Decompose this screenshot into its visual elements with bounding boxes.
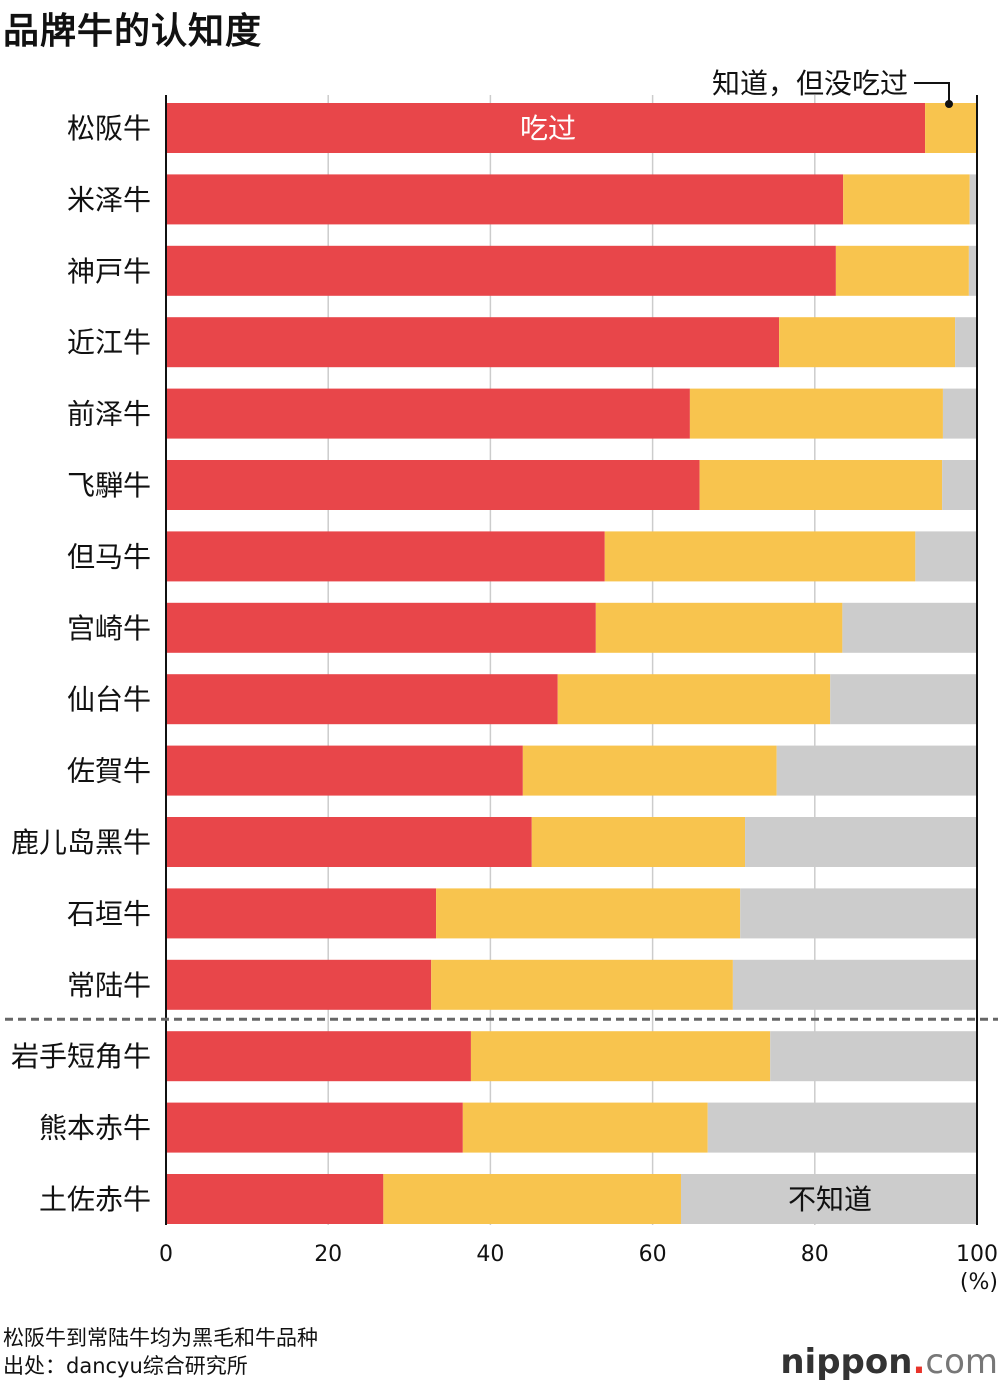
bar-segment-known xyxy=(843,174,970,225)
bar-segment-eaten xyxy=(166,317,780,368)
source-note: 出处：dancyu综合研究所 xyxy=(3,1354,248,1378)
bar-segment-eaten xyxy=(166,674,558,725)
bar-segment-known xyxy=(522,745,777,796)
bar-segment-unknown xyxy=(969,174,977,225)
category-label: 佐賀牛 xyxy=(67,755,151,788)
bar-segment-unknown xyxy=(707,1102,977,1153)
annotation-leader xyxy=(914,82,950,104)
bar-segment-eaten xyxy=(166,817,532,867)
bar-segment-eaten xyxy=(166,1102,463,1153)
bar-segment-unknown xyxy=(830,674,977,725)
bar-segment-known xyxy=(431,959,733,1010)
annotation-unknown: 不知道 xyxy=(788,1183,872,1216)
category-label: 米泽牛 xyxy=(67,183,151,216)
bar-segment-eaten xyxy=(166,460,700,510)
bar-segment-eaten xyxy=(166,1174,384,1224)
chart-title: 品牌牛的认知度 xyxy=(3,11,263,52)
footnote: 松阪牛到常陆牛均为黑毛和牛品种 xyxy=(3,1326,318,1350)
bar-segment-eaten xyxy=(166,959,432,1010)
category-label: 宫崎牛 xyxy=(67,612,151,645)
category-label: 仙台牛 xyxy=(67,683,151,716)
category-label: 石垣牛 xyxy=(67,897,151,930)
category-label: 近江牛 xyxy=(67,326,151,359)
bar-segment-eaten xyxy=(166,174,844,225)
bar-segment-unknown xyxy=(770,1031,977,1082)
bar-segment-unknown xyxy=(915,531,977,582)
x-tick-label: 80 xyxy=(801,1242,829,1267)
category-label: 熊本赤牛 xyxy=(39,1112,151,1145)
bar-segment-known xyxy=(604,531,916,582)
x-tick-label: 20 xyxy=(314,1242,342,1267)
bar-segment-known xyxy=(557,674,831,725)
bar-segment-unknown xyxy=(942,460,977,510)
bar-segment-unknown xyxy=(740,888,977,939)
bar-segment-eaten xyxy=(166,888,437,939)
annotation-known: 知道，但没吃过 xyxy=(712,67,908,100)
bar-segment-known xyxy=(835,245,969,296)
bar-segment-eaten xyxy=(166,531,605,582)
bar-segment-unknown xyxy=(842,602,977,653)
x-unit-label: (%) xyxy=(960,1270,998,1295)
x-tick-label: 100 xyxy=(956,1242,998,1267)
category-label: 土佐赤牛 xyxy=(39,1183,151,1216)
category-label: 神戸牛 xyxy=(67,255,151,288)
x-tick-label: 0 xyxy=(159,1242,173,1267)
bar-segment-known xyxy=(531,817,746,867)
bar-segment-unknown xyxy=(942,388,977,439)
bar-segment-eaten xyxy=(166,745,523,796)
bar-segment-known xyxy=(462,1102,708,1153)
bar-segment-known xyxy=(699,460,943,510)
bar-segment-known xyxy=(595,602,843,653)
annotation-eaten: 吃过 xyxy=(520,112,576,145)
category-label: 松阪牛 xyxy=(67,112,151,145)
nippon-logo: nippon.com xyxy=(780,1342,998,1382)
category-label: 岩手短角牛 xyxy=(11,1040,151,1073)
bar-segment-known xyxy=(470,1031,771,1082)
bar-segment-unknown xyxy=(955,317,977,368)
category-label: 但马牛 xyxy=(67,540,151,573)
category-label: 前泽牛 xyxy=(67,398,151,431)
bar-segment-eaten xyxy=(166,103,926,153)
bar-segment-unknown xyxy=(680,1174,977,1224)
bar-segment-known xyxy=(383,1174,681,1224)
bar-segment-unknown xyxy=(968,245,977,296)
bar-segment-known xyxy=(779,317,956,368)
bar-segment-eaten xyxy=(166,1031,471,1082)
bar-segment-eaten xyxy=(166,388,690,439)
bar-segment-unknown xyxy=(732,959,977,1010)
category-label: 常陆牛 xyxy=(67,969,151,1002)
annotation-dot xyxy=(945,100,953,108)
x-tick-label: 60 xyxy=(639,1242,667,1267)
category-label: 飞騨牛 xyxy=(67,469,151,502)
x-tick-label: 40 xyxy=(476,1242,504,1267)
category-label: 鹿儿岛黑牛 xyxy=(11,826,151,859)
bar-segment-known xyxy=(925,103,977,153)
bar-segment-eaten xyxy=(166,245,836,296)
bar-segment-unknown xyxy=(776,745,977,796)
bar-segment-unknown xyxy=(745,817,977,867)
bar-segment-known xyxy=(689,388,943,439)
bar-segment-known xyxy=(436,888,741,939)
bar-segment-eaten xyxy=(166,602,596,653)
